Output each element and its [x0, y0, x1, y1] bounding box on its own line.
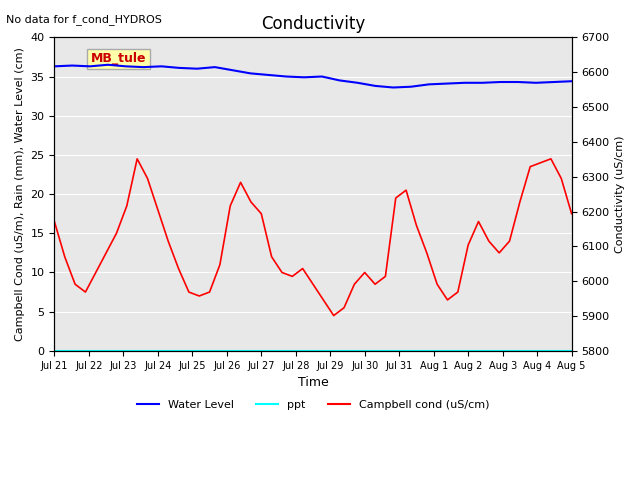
Text: No data for f_cond_HYDROS: No data for f_cond_HYDROS	[6, 14, 163, 25]
Y-axis label: Campbell Cond (uS/m), Rain (mm), Water Level (cm): Campbell Cond (uS/m), Rain (mm), Water L…	[15, 47, 25, 341]
Legend: Water Level, ppt, Campbell cond (uS/cm): Water Level, ppt, Campbell cond (uS/cm)	[132, 396, 494, 414]
Title: Conductivity: Conductivity	[261, 15, 365, 33]
X-axis label: Time: Time	[298, 376, 328, 389]
Text: MB_tule: MB_tule	[91, 52, 146, 65]
Y-axis label: Conductivity (uS/cm): Conductivity (uS/cm)	[615, 135, 625, 253]
